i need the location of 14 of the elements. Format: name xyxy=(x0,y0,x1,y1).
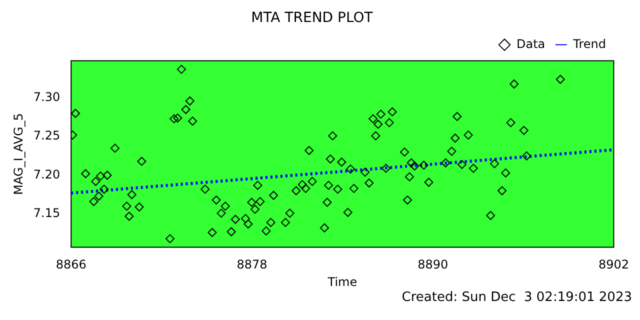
x-tick-label: 8866 xyxy=(56,258,86,272)
x-tick-label: 8890 xyxy=(418,258,448,272)
x-axis-title: Time xyxy=(326,274,358,289)
legend-label: Data xyxy=(516,36,546,51)
y-axis-title: MAG_I_AVG_5 xyxy=(11,113,26,195)
chart-title: MTA TREND PLOT xyxy=(251,10,374,26)
y-tick-label: 7.30 xyxy=(33,90,60,104)
x-tick-label: 8878 xyxy=(236,258,268,272)
y-tick-label: 7.25 xyxy=(33,128,60,143)
x-tick-label: 8902 xyxy=(598,258,630,272)
y-tick-label: 7.20 xyxy=(33,167,60,182)
text: Created: Sun Dec 3 02:19:01 2023 xyxy=(400,290,632,305)
y-tick-label: 7.15 xyxy=(33,206,60,220)
legend-label: Trend xyxy=(572,36,606,51)
